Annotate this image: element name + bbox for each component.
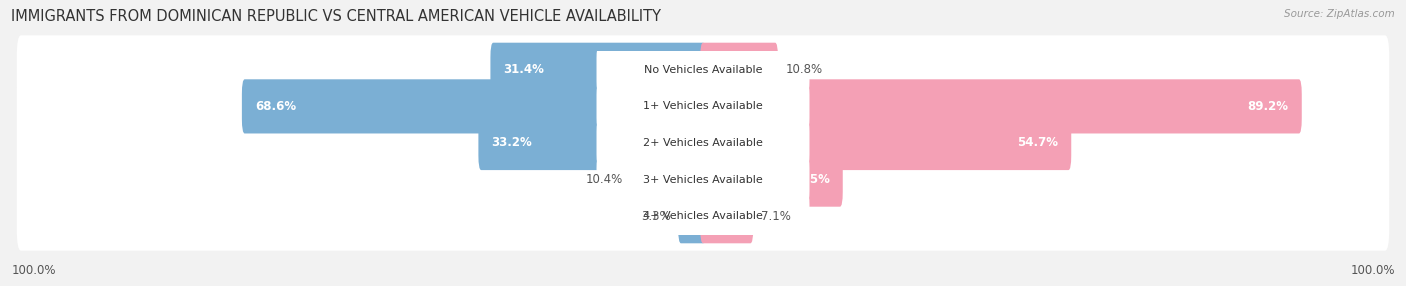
FancyBboxPatch shape [596,47,810,92]
Text: 100.0%: 100.0% [1350,265,1395,277]
FancyBboxPatch shape [242,79,706,134]
Legend: Immigrants from Dominican Republic, Central American: Immigrants from Dominican Republic, Cent… [515,283,891,286]
Text: 4+ Vehicles Available: 4+ Vehicles Available [643,211,763,221]
FancyBboxPatch shape [700,43,778,97]
Text: 7.1%: 7.1% [761,210,790,223]
Text: 10.4%: 10.4% [586,173,623,186]
FancyBboxPatch shape [478,116,706,170]
FancyBboxPatch shape [17,145,1389,214]
FancyBboxPatch shape [596,84,810,129]
FancyBboxPatch shape [700,152,842,207]
FancyBboxPatch shape [631,152,706,207]
FancyBboxPatch shape [700,79,1302,134]
FancyBboxPatch shape [596,120,810,166]
Text: IMMIGRANTS FROM DOMINICAN REPUBLIC VS CENTRAL AMERICAN VEHICLE AVAILABILITY: IMMIGRANTS FROM DOMINICAN REPUBLIC VS CE… [11,9,661,23]
Text: 100.0%: 100.0% [11,265,56,277]
FancyBboxPatch shape [491,43,706,97]
Text: 3+ Vehicles Available: 3+ Vehicles Available [643,175,763,184]
Text: 2+ Vehicles Available: 2+ Vehicles Available [643,138,763,148]
Text: 3.3%: 3.3% [641,210,671,223]
FancyBboxPatch shape [17,35,1389,104]
Text: No Vehicles Available: No Vehicles Available [644,65,762,75]
FancyBboxPatch shape [17,109,1389,177]
Text: 54.7%: 54.7% [1017,136,1059,150]
Text: 68.6%: 68.6% [254,100,297,113]
Text: 10.8%: 10.8% [786,63,823,76]
Text: 1+ Vehicles Available: 1+ Vehicles Available [643,102,763,111]
FancyBboxPatch shape [596,157,810,202]
Text: 20.5%: 20.5% [789,173,830,186]
Text: 31.4%: 31.4% [503,63,544,76]
FancyBboxPatch shape [678,189,706,243]
FancyBboxPatch shape [17,182,1389,251]
Text: 33.2%: 33.2% [492,136,533,150]
Text: 89.2%: 89.2% [1247,100,1288,113]
FancyBboxPatch shape [700,189,754,243]
FancyBboxPatch shape [700,116,1071,170]
FancyBboxPatch shape [17,72,1389,141]
Text: Source: ZipAtlas.com: Source: ZipAtlas.com [1284,9,1395,19]
FancyBboxPatch shape [596,194,810,239]
